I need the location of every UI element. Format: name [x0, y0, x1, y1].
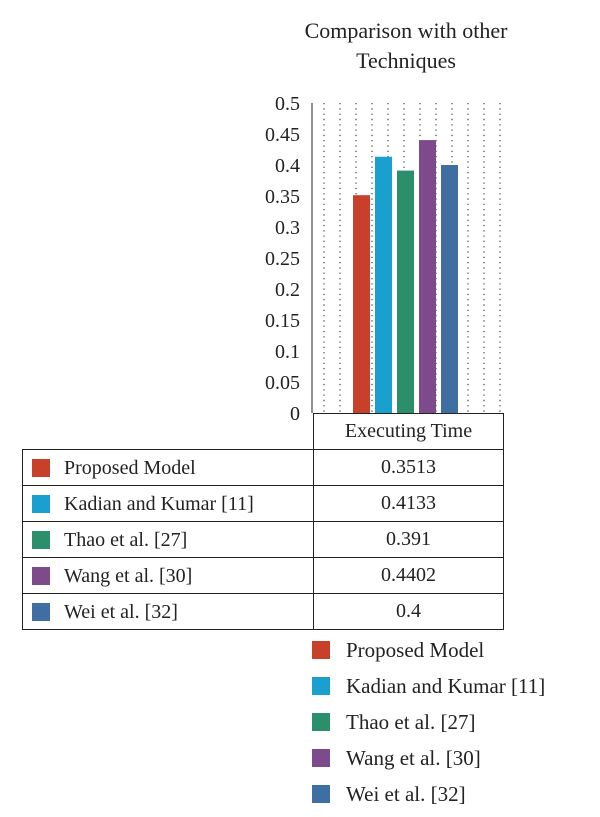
bar-3 — [397, 170, 414, 413]
y-tick-label: 0.2 — [275, 279, 300, 301]
table-row: Kadian and Kumar [11] 0.4133 — [22, 485, 504, 522]
y-tick-label: 0.4 — [275, 155, 300, 177]
legend-swatch — [312, 713, 330, 731]
data-table: Executing Time Proposed Model 0.3513 Kadia… — [22, 413, 504, 630]
table-row-value: 0.4 — [313, 593, 504, 630]
y-tick-label: 0.35 — [265, 186, 300, 208]
y-axis-ticks: 00.050.10.150.20.250.30.350.40.450.5 — [265, 93, 300, 425]
table-row-label: Proposed Model — [22, 449, 314, 486]
bar-2 — [375, 156, 392, 413]
legend-swatch — [312, 641, 330, 659]
series-name: Wang et al. [30] — [64, 564, 193, 587]
legend-label: Proposed Model — [346, 637, 485, 662]
bar-4 — [419, 140, 436, 414]
table-row-label: Wei et al. [32] — [22, 593, 314, 630]
legend-item: Wang et al. [30] — [312, 740, 545, 776]
bar-1 — [353, 195, 370, 413]
table-row-value: 0.4133 — [313, 485, 504, 522]
series-swatch — [32, 602, 50, 621]
legend-swatch — [312, 749, 330, 767]
table-row: Wang et al. [30] 0.4402 — [22, 557, 504, 594]
table-row-label: Thao et al. [27] — [22, 521, 314, 558]
legend-item: Wei et al. [32] — [312, 776, 545, 812]
legend: Proposed Model Kadian and Kumar [11] Thao … — [312, 632, 545, 812]
table-row-label: Kadian and Kumar [11] — [22, 485, 314, 522]
table-row: Thao et al. [27] 0.391 — [22, 521, 504, 558]
series-swatch — [32, 566, 50, 585]
table-row-value: 0.4402 — [313, 557, 504, 594]
legend-label: Wei et al. [32] — [346, 781, 466, 806]
legend-label: Thao et al. [27] — [346, 709, 476, 734]
y-tick-label: 0.5 — [275, 93, 300, 115]
series-name: Proposed Model — [64, 456, 196, 479]
y-tick-label: 0.45 — [265, 124, 300, 146]
y-tick-label: 0.3 — [275, 217, 300, 239]
legend-item: Thao et al. [27] — [312, 704, 545, 740]
legend-swatch — [312, 677, 330, 695]
y-tick-label: 0.05 — [265, 372, 300, 394]
table-row: Wei et al. [32] 0.4 — [22, 593, 504, 630]
series-name: Wei et al. [32] — [64, 600, 178, 623]
series-swatch — [32, 530, 50, 549]
y-tick-label: 0.15 — [265, 310, 300, 332]
bar-5 — [441, 165, 458, 413]
series-name: Thao et al. [27] — [64, 528, 188, 551]
legend-item: Kadian and Kumar [11] — [312, 668, 545, 704]
y-tick-label: 0.1 — [275, 341, 300, 363]
table-header-row: Executing Time — [22, 413, 504, 450]
table-row-value: 0.3513 — [313, 449, 504, 486]
table-row-value: 0.391 — [313, 521, 504, 558]
series-swatch — [32, 494, 50, 513]
series-name: Kadian and Kumar [11] — [64, 492, 254, 515]
table-corner — [22, 413, 314, 450]
legend-label: Kadian and Kumar [11] — [346, 673, 546, 698]
table-row-label: Wang et al. [30] — [22, 557, 314, 594]
legend-item: Proposed Model — [312, 632, 545, 668]
bars — [353, 140, 458, 414]
y-tick-label: 0.25 — [265, 248, 300, 270]
legend-swatch — [312, 785, 330, 803]
chart-title: Comparison with other Techniques — [304, 18, 508, 73]
table-row: Proposed Model 0.3513 — [22, 449, 504, 486]
column-header: Executing Time — [313, 413, 504, 450]
legend-label: Wang et al. [30] — [346, 745, 481, 770]
series-swatch — [32, 458, 50, 477]
